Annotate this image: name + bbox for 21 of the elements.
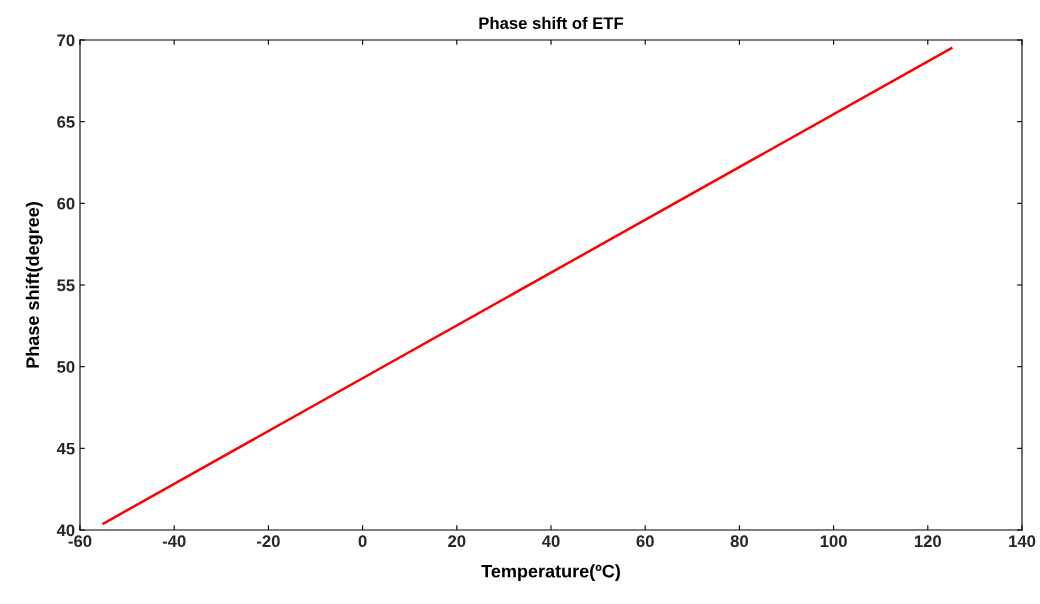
x-tick-label: -40 [162, 535, 186, 548]
x-tick-label: 100 [820, 535, 847, 548]
y-tick-label: 70 [57, 34, 75, 47]
x-axis-title: Temperature(ºC) [481, 564, 620, 582]
x-tick-label: -60 [68, 535, 92, 548]
y-tick-label: 65 [57, 116, 75, 128]
x-tick-label: 60 [636, 535, 654, 548]
x-tick-label: 120 [914, 535, 942, 548]
x-tick-label: 0 [358, 535, 367, 548]
y-tick-label: 55 [57, 279, 75, 292]
y-tick-label: 45 [56, 442, 75, 455]
x-tick-label: -20 [257, 535, 280, 548]
y-tick-label: 60 [57, 197, 75, 210]
x-tick-label: 20 [448, 535, 466, 548]
y-tick-label: 50 [57, 361, 75, 373]
x-tick-label: 40 [541, 535, 560, 548]
y-tick-label: 40 [56, 524, 75, 537]
chart-title: Phase shift of ETF [479, 16, 624, 30]
x-tick-label: 80 [730, 535, 748, 548]
x-tick-label: 140 [1009, 535, 1036, 548]
y-axis-title: Phase shift(degree) [25, 202, 43, 368]
